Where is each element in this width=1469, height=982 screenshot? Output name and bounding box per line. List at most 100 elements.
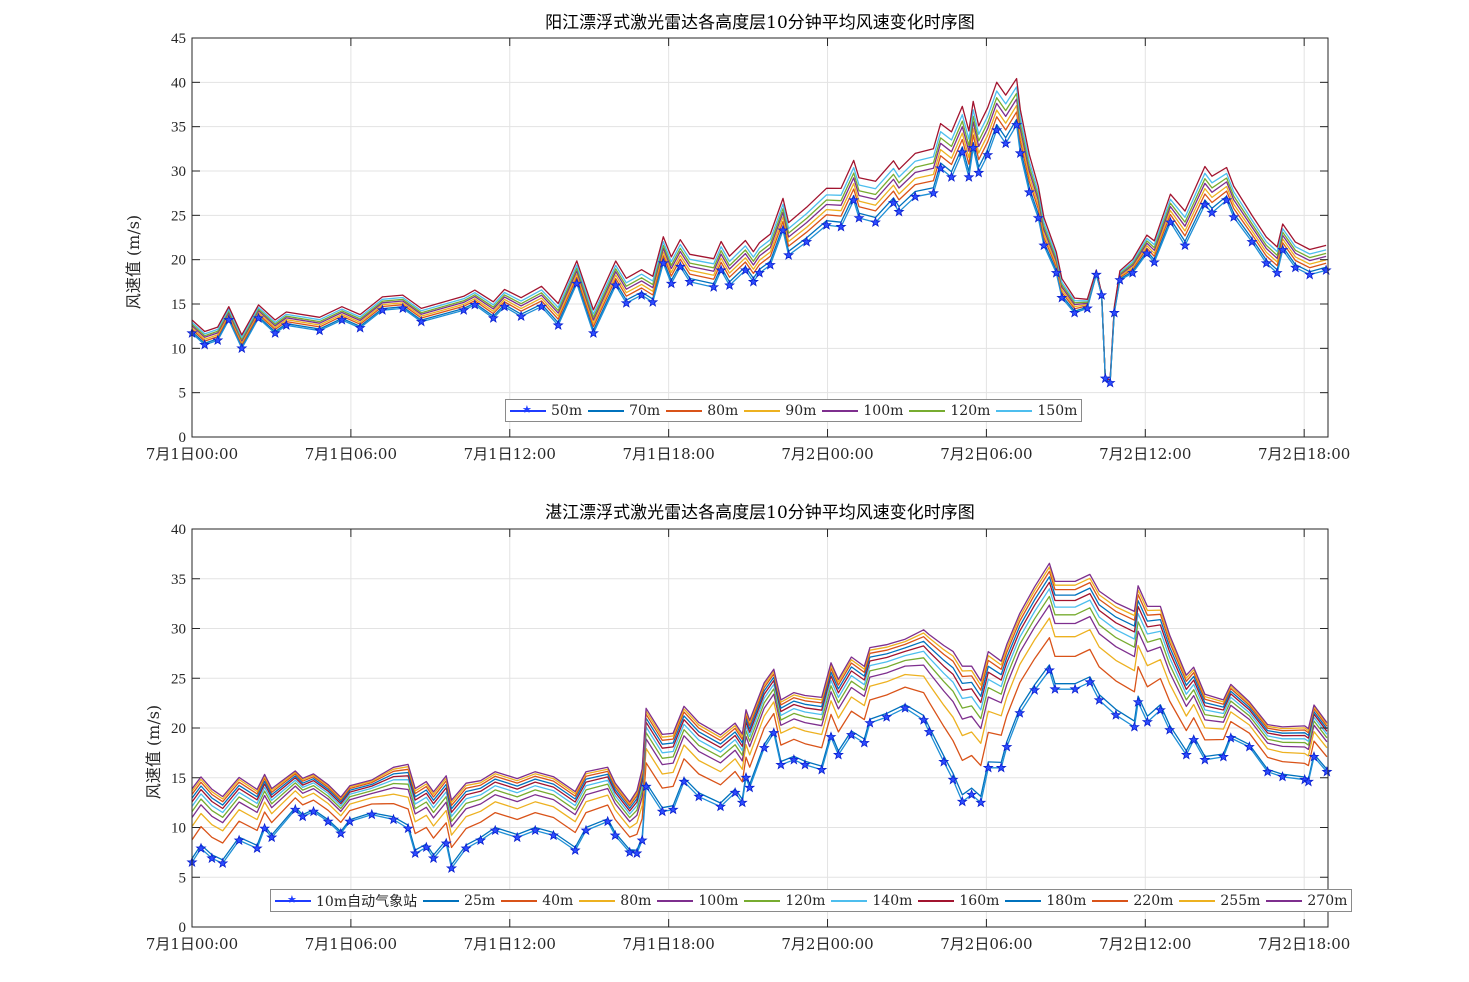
data-point-marker xyxy=(870,216,881,228)
legend-swatch xyxy=(909,409,946,412)
series-line-80m xyxy=(191,111,1327,383)
data-point-marker xyxy=(1114,274,1126,285)
series-line-100m xyxy=(191,98,1327,382)
legend-swatch xyxy=(744,409,781,412)
data-point-marker xyxy=(783,249,795,260)
legend-label: 270m xyxy=(1307,892,1348,909)
chart-title-zhanjiang: 湛江漂浮式激光雷达各高度层10分钟平均风速变化时序图 xyxy=(545,503,975,523)
series-line-90m xyxy=(191,104,1327,383)
data-point-marker xyxy=(314,324,326,336)
data-point-marker xyxy=(967,142,979,153)
legend-swatch xyxy=(501,899,538,902)
legend-item: ★ 10m自动气象站 xyxy=(275,891,417,911)
legend-swatch xyxy=(996,409,1033,412)
legend-label: 40m xyxy=(542,892,574,909)
legend-item: 70m xyxy=(588,403,660,419)
chart-title-yangjiang: 阳江漂浮式激光雷达各高度层10分钟平均风速变化时序图 xyxy=(545,13,975,33)
legend-swatch xyxy=(657,899,694,902)
legend-item: 220m xyxy=(1092,893,1173,909)
data-point-marker xyxy=(657,257,669,268)
data-point-marker xyxy=(1104,377,1116,388)
data-point-marker xyxy=(1290,261,1301,273)
legend-item: 160m xyxy=(918,893,999,909)
data-point-marker xyxy=(498,300,510,312)
data-point-marker xyxy=(887,197,899,208)
legend-label: 120m xyxy=(785,892,826,909)
data-point-marker xyxy=(1320,264,1332,275)
data-point-marker xyxy=(1148,256,1160,267)
x-tick-label: 7月2日00:00 xyxy=(781,445,873,463)
legend-item: 180m xyxy=(1005,893,1086,909)
data-point-marker xyxy=(199,339,211,350)
data-point-marker xyxy=(1050,267,1062,278)
y-tick-label: 0 xyxy=(179,430,187,446)
legend-item: 120m xyxy=(744,893,825,909)
legend-item: 80m xyxy=(666,403,738,419)
data-point-marker xyxy=(1023,186,1035,197)
data-point-marker xyxy=(835,221,847,232)
y-tick-label: 10 xyxy=(171,341,186,357)
data-point-marker xyxy=(212,334,224,346)
series-line-top-level xyxy=(191,77,1327,381)
data-point-marker xyxy=(1228,211,1240,222)
data-point-marker xyxy=(777,224,789,236)
legend-item: 140m xyxy=(831,893,912,909)
data-point-marker xyxy=(236,342,248,354)
legend-label: 100m xyxy=(698,892,739,909)
data-point-marker xyxy=(636,289,648,300)
data-point-marker xyxy=(1127,267,1139,278)
legend-item: 270m xyxy=(1266,893,1347,909)
legend-label: 220m xyxy=(1133,892,1174,909)
data-point-marker xyxy=(620,297,632,308)
data-point-marker xyxy=(665,277,677,289)
data-point-marker xyxy=(1206,206,1218,218)
data-point-marker xyxy=(269,327,281,338)
series-line-150m xyxy=(191,86,1327,382)
legend-label: 140m xyxy=(872,892,913,909)
data-point-marker xyxy=(223,314,235,325)
data-point-marker xyxy=(684,276,696,287)
data-point-marker xyxy=(571,277,583,289)
data-point-marker xyxy=(982,149,994,160)
legend-swatch xyxy=(1092,899,1129,902)
data-point-marker xyxy=(1069,307,1081,318)
legend-item: 80m xyxy=(579,893,651,909)
y-tick-label: 5 xyxy=(179,386,187,402)
legend-item: 255m xyxy=(1179,893,1260,909)
legend-label: 10m自动气象站 xyxy=(316,893,418,910)
data-point-marker xyxy=(610,279,622,291)
legend-item: ★ 50m xyxy=(510,403,582,419)
data-point-marker xyxy=(515,310,527,322)
legend-swatch: ★ xyxy=(510,403,546,416)
data-point-marker xyxy=(1056,292,1068,303)
data-point-marker xyxy=(1179,239,1191,251)
data-point-marker xyxy=(724,279,735,291)
legend-swatch xyxy=(918,899,955,902)
data-point-marker xyxy=(336,314,348,325)
data-point-marker xyxy=(1014,147,1026,158)
data-point-marker xyxy=(376,304,388,315)
data-point-marker xyxy=(1011,119,1023,130)
legend-item: 150m xyxy=(996,403,1077,419)
legend-label: 50m xyxy=(551,402,583,419)
data-point-marker xyxy=(552,319,564,330)
data-point-marker xyxy=(536,300,548,312)
legend-label: 25m xyxy=(464,892,496,909)
data-point-marker xyxy=(1199,198,1211,210)
data-point-marker xyxy=(764,259,776,270)
series-line-120m xyxy=(191,92,1327,382)
legend-swatch xyxy=(423,899,460,902)
legend-label: 180m xyxy=(1046,892,1087,909)
data-point-marker xyxy=(801,236,813,247)
legend-label: 150m xyxy=(1037,402,1078,419)
star-marker-icon: ★ xyxy=(522,402,532,416)
y-axis-label-zhanjiang: 风速值 (m/s) xyxy=(144,704,163,800)
data-point-marker xyxy=(458,304,470,315)
data-point-marker xyxy=(1277,244,1289,255)
legend-swatch xyxy=(666,409,703,412)
legend-label: 90m xyxy=(785,402,817,419)
plot-area xyxy=(192,38,1328,437)
legend-swatch xyxy=(831,899,868,902)
legend-item: 90m xyxy=(744,403,816,419)
data-point-marker xyxy=(1099,372,1111,384)
